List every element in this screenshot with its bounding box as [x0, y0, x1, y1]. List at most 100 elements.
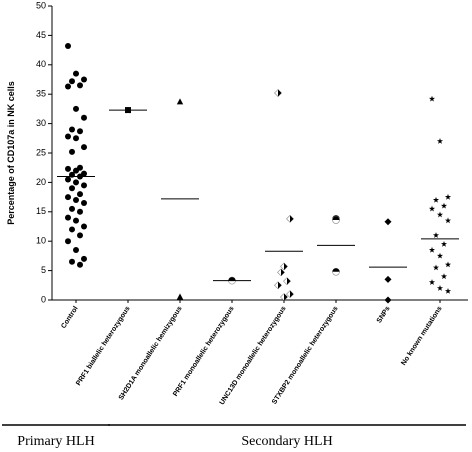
data-point [65, 176, 71, 183]
data-point [81, 199, 87, 206]
data-point [432, 232, 440, 238]
data-point [274, 89, 282, 97]
data-point [65, 83, 71, 90]
marker [69, 148, 75, 155]
data-point [444, 193, 452, 200]
marker [81, 255, 87, 262]
y-tick-label: 30 [36, 118, 46, 128]
data-point [440, 202, 448, 209]
marker [69, 78, 75, 85]
data-point [432, 264, 440, 271]
marker [81, 76, 87, 83]
data-point [73, 217, 79, 224]
data-point [440, 273, 448, 280]
data-point [77, 128, 83, 135]
data-point [81, 144, 87, 151]
marker [440, 240, 448, 247]
data-point [69, 185, 75, 192]
marker [432, 264, 440, 271]
bracket-label: Secondary HLH [241, 434, 332, 449]
marker-half [332, 268, 340, 272]
y-tick-label: 45 [36, 30, 46, 40]
marker [428, 95, 436, 102]
marker [77, 191, 83, 198]
data-point [332, 267, 340, 276]
data-point [332, 216, 340, 224]
marker [444, 193, 452, 200]
data-point [69, 148, 75, 155]
data-point [277, 268, 285, 277]
data-point [65, 42, 71, 49]
marker [81, 182, 87, 189]
data-point [176, 98, 184, 105]
marker [432, 232, 440, 238]
marker [65, 238, 71, 245]
marker [81, 223, 87, 230]
data-point [286, 214, 294, 223]
x-tick-label: No known mutations [400, 305, 443, 367]
data-point [436, 252, 444, 259]
marker [73, 105, 79, 112]
marker [69, 226, 75, 233]
x-tick-label: PRF1 biallelic heterozygous [75, 305, 132, 387]
data-point [69, 226, 75, 233]
y-tick-label: 20 [36, 177, 46, 187]
marker [77, 261, 83, 268]
data-point [77, 261, 83, 268]
data-point [428, 246, 436, 253]
data-point [81, 223, 87, 230]
marker-half [278, 281, 282, 289]
data-point [77, 191, 83, 198]
marker [65, 214, 71, 221]
x-tick-label: PRF1 monoallelic heterozygous [172, 305, 236, 398]
data-point [65, 165, 71, 172]
marker [65, 176, 71, 183]
data-point [73, 70, 79, 77]
marker [77, 128, 83, 135]
data-point [444, 261, 452, 268]
marker [69, 126, 75, 133]
data-point [81, 114, 87, 121]
data-point [65, 194, 71, 201]
marker [432, 196, 440, 203]
marker [69, 258, 75, 265]
marker [81, 144, 87, 151]
marker [77, 82, 83, 89]
marker [73, 217, 79, 224]
data-point [436, 285, 444, 291]
marker [440, 202, 448, 209]
data-point [428, 205, 436, 212]
data-point [428, 279, 436, 285]
bracket-label: Primary HLH [17, 434, 94, 449]
y-tick-label: 15 [36, 206, 46, 216]
data-point [432, 196, 440, 203]
marker [444, 261, 452, 268]
data-point [77, 232, 83, 239]
x-tick-label: SH2D1A monoallelic hemizygous [118, 305, 184, 401]
data-point [283, 277, 291, 286]
marker [65, 165, 71, 172]
marker [436, 211, 444, 218]
marker [436, 138, 444, 144]
marker [73, 167, 79, 174]
data-point [73, 179, 79, 186]
marker [73, 70, 79, 77]
data-point [73, 135, 79, 142]
data-point [81, 255, 87, 262]
data-point [69, 78, 75, 85]
marker [77, 232, 83, 239]
marker [73, 179, 79, 186]
marker [69, 205, 75, 212]
marker [176, 98, 184, 105]
data-point [65, 133, 71, 140]
data-point [65, 214, 71, 221]
data-point [73, 197, 79, 204]
y-tick-label: 10 [36, 236, 46, 246]
marker-half [290, 215, 294, 223]
data-point [69, 126, 75, 133]
marker [73, 135, 79, 142]
marker-half [284, 293, 288, 301]
y-tick-label: 35 [36, 89, 46, 99]
marker [444, 287, 452, 294]
data-point [428, 95, 436, 102]
